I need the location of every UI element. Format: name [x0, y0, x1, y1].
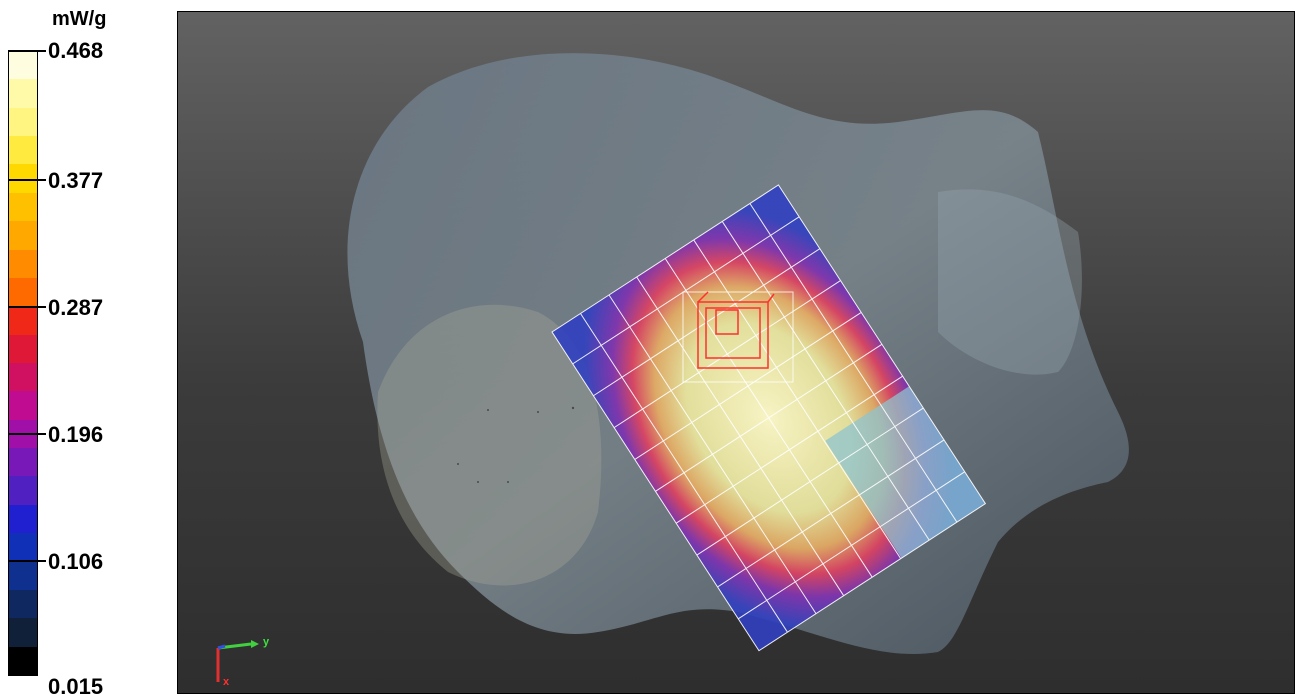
3d-viewport[interactable]: y x	[177, 11, 1295, 694]
surface-specks	[457, 406, 575, 483]
y-axis-label: y	[263, 636, 270, 648]
color-swatch	[9, 476, 37, 506]
zoom-scan-cube	[682, 291, 794, 383]
color-swatch	[9, 561, 37, 591]
head-face-region	[377, 304, 602, 586]
color-swatch	[9, 618, 37, 648]
color-swatch	[9, 306, 37, 336]
color-swatch	[9, 164, 37, 194]
tick-label: 0.287	[48, 295, 104, 320]
zoom-scan-block	[825, 386, 986, 559]
tick-mark	[8, 433, 46, 435]
color-swatch	[9, 107, 37, 137]
color-swatch	[9, 136, 37, 165]
color-swatch	[9, 192, 37, 222]
tick-mark	[8, 306, 46, 308]
tick-mark	[8, 560, 46, 562]
unit-label: mW/g	[52, 8, 107, 30]
sar-scan-scene	[347, 53, 1129, 654]
color-swatch	[9, 334, 37, 364]
color-swatch	[9, 363, 37, 392]
color-swatch	[9, 391, 37, 421]
color-swatch	[9, 221, 37, 251]
color-swatch	[9, 51, 37, 80]
tick-label: 0.377	[48, 168, 104, 193]
color-swatch	[9, 589, 37, 619]
head-side-highlight	[938, 189, 1082, 375]
tick-label-max: 0.468	[48, 38, 104, 63]
tick-label-min: 0.015	[48, 674, 104, 699]
tick-label: 0.106	[48, 549, 104, 574]
axis-triad: y x	[203, 632, 273, 692]
tick-mark	[8, 179, 46, 181]
z-axis-arrow	[217, 644, 226, 650]
color-scale-bar	[8, 50, 38, 676]
tick-label: 0.196	[48, 422, 104, 447]
color-scale-legend: mW/g 0.468 0.377 0.287 0.196 0.106 0.015	[0, 0, 170, 699]
color-swatch	[9, 79, 37, 109]
color-swatch	[9, 504, 37, 534]
x-axis-label: x	[223, 676, 230, 688]
color-swatch	[9, 249, 37, 279]
tick-mark	[8, 50, 46, 52]
color-swatch	[9, 448, 37, 477]
color-swatch	[9, 533, 37, 563]
color-swatch	[9, 277, 37, 307]
color-swatch	[9, 646, 37, 676]
